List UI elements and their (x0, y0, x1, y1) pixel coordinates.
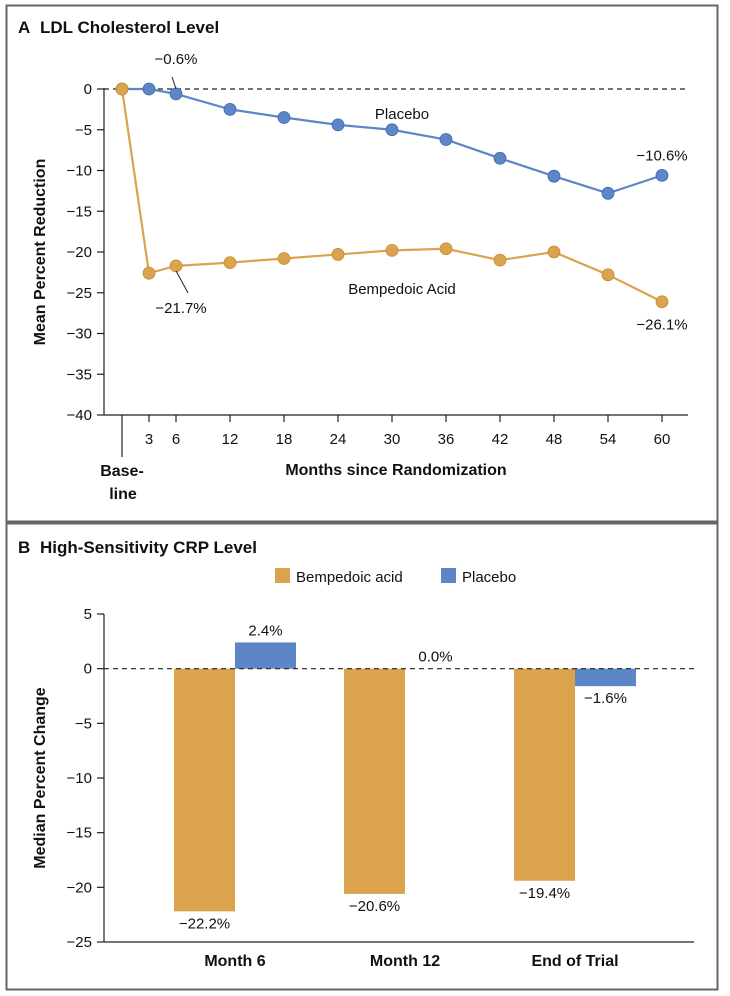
data-point (385, 243, 399, 257)
data-point (655, 295, 669, 309)
panel-b-title: High-Sensitivity CRP Level (40, 538, 257, 557)
x-tick-label: 42 (492, 431, 509, 448)
x-category-label: Month 6 (204, 953, 265, 970)
x-tick-label: 60 (654, 431, 671, 448)
legend-label-bempedoic-acid: Bempedoic acid (296, 569, 403, 586)
y-tick-label: −10 (67, 163, 92, 180)
series-line-placebo (122, 87, 663, 195)
panel-a-title: LDL Cholesterol Level (40, 18, 219, 37)
legend-swatch-placebo (441, 568, 456, 583)
bar-value-label: −1.6% (584, 690, 627, 707)
panel-b-frame (5, 522, 719, 991)
series-label-bempedoic-acid: Bempedoic Acid (348, 281, 456, 298)
data-label: −21.7% (155, 300, 206, 317)
panel-b-letter: B (18, 538, 30, 557)
data-point (277, 111, 291, 124)
y-tick-label: −5 (75, 715, 92, 732)
bar-value-label: −22.2% (179, 915, 230, 932)
data-point (439, 133, 453, 146)
y-axis-title: Median Percent Change (32, 687, 49, 868)
x-tick-label: 6 (172, 431, 180, 448)
bar-placebo (235, 642, 296, 669)
panel-b-crp-chart: B High-Sensitivity CRP Level Bempedoic a… (18, 538, 694, 970)
data-point (547, 245, 561, 259)
panel-frames (5, 4, 719, 991)
x-tick-label: 48 (546, 431, 563, 448)
data-point (223, 256, 237, 269)
legend-swatch-bempedoic-acid (275, 568, 290, 583)
data-label: −10.6% (636, 147, 687, 164)
y-tick-label: −15 (67, 203, 92, 220)
data-point (385, 123, 399, 137)
y-tick-label: −20 (67, 244, 92, 261)
y-tick-label: −25 (67, 934, 92, 951)
x-tick-label: 18 (276, 431, 293, 448)
y-tick-label: −25 (67, 285, 92, 302)
x-category-label: End of Trial (531, 953, 618, 970)
data-point (142, 82, 156, 96)
y-tick-label: −5 (75, 122, 92, 139)
data-point (169, 259, 183, 273)
x-tick-label: 12 (222, 431, 239, 448)
data-point (277, 252, 291, 265)
y-tick-label: −35 (67, 366, 92, 383)
panel-a-ldl-chart: A LDL Cholesterol Level 0 −5 −10 −15 −20 −25 −… (18, 18, 688, 503)
data-point (601, 268, 615, 282)
x-axis-title: Months since Randomization (285, 462, 506, 479)
panel-a-letter: A (18, 18, 30, 37)
data-point (439, 242, 453, 256)
y-tick-label: −15 (67, 825, 92, 842)
data-point (331, 248, 345, 261)
x-tick-label: 24 (330, 431, 347, 448)
y-tick-label: 0 (84, 661, 92, 678)
data-point (169, 87, 183, 101)
x-tick-label: 36 (438, 431, 455, 448)
y-tick-label: −10 (67, 770, 92, 787)
baseline-label: Base- (100, 463, 144, 480)
x-tick-label: 3 (145, 431, 153, 448)
bar-bempedoic-acid (514, 668, 575, 881)
y-tick-label: 5 (84, 606, 92, 623)
data-point (493, 253, 507, 267)
data-label: −0.6% (155, 51, 198, 68)
data-point (547, 169, 561, 183)
x-tick-label: 30 (384, 431, 401, 448)
data-point (655, 168, 669, 182)
baseline-label: line (109, 486, 137, 503)
data-point (331, 118, 345, 132)
annotation-leader-line (175, 270, 189, 294)
data-point (493, 151, 507, 165)
y-tick-label: −40 (67, 407, 92, 424)
data-label: −26.1% (636, 317, 687, 334)
data-point (601, 186, 615, 200)
bar-value-label: 0.0% (418, 649, 452, 666)
data-point (142, 266, 156, 280)
x-tick-label: 54 (600, 431, 617, 448)
y-tick-label: −30 (67, 326, 92, 343)
x-category-label: Month 12 (370, 953, 440, 970)
panel-a-frame (5, 4, 719, 523)
bar-value-label: −19.4% (519, 885, 570, 902)
bar-bempedoic-acid (174, 668, 235, 912)
y-tick-label: 0 (84, 81, 92, 98)
bar-value-label: 2.4% (248, 622, 282, 639)
annotation-leader-line (171, 76, 177, 90)
series-label-placebo: Placebo (375, 106, 429, 123)
data-point (223, 102, 237, 116)
bar-bempedoic-acid (344, 668, 405, 894)
bar-placebo (575, 668, 636, 687)
data-point (115, 82, 129, 96)
legend-label-placebo: Placebo (462, 569, 516, 586)
y-axis-title: Mean Percent Reduction (32, 159, 49, 346)
y-tick-label: −20 (67, 879, 92, 896)
bar-value-label: −20.6% (349, 898, 400, 915)
